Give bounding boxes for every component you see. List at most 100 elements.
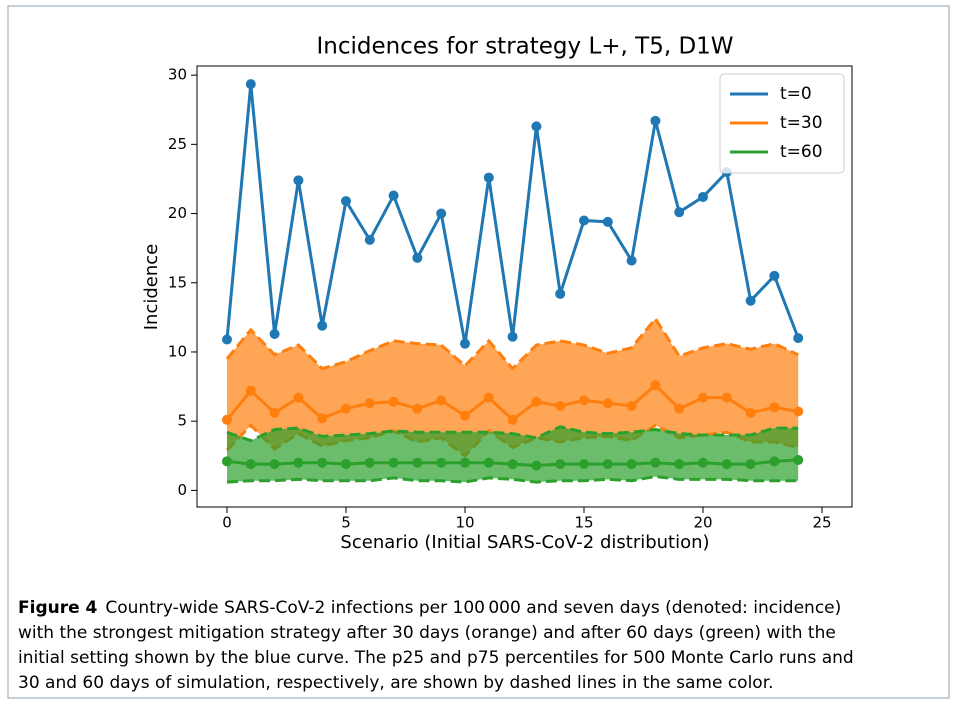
x-axis-label: Scenario (Initial SARS-CoV-2 distributio… — [340, 532, 709, 553]
point — [769, 402, 780, 413]
point — [507, 414, 518, 425]
point — [364, 457, 375, 468]
plot-frame — [196, 65, 853, 508]
point — [483, 172, 494, 183]
point — [340, 196, 351, 207]
point — [674, 207, 685, 218]
series-line — [225, 83, 800, 344]
point — [721, 392, 732, 403]
y-tick-label: 0 — [177, 481, 187, 499]
point — [317, 413, 328, 424]
point — [721, 459, 732, 470]
point — [626, 459, 637, 470]
point — [364, 398, 375, 409]
point — [293, 457, 304, 468]
point — [388, 396, 399, 407]
percentile-line — [226, 425, 799, 443]
point — [698, 191, 709, 202]
x-tick-label: 0 — [222, 514, 232, 532]
legend-label: t=60 — [780, 142, 823, 162]
x-tick-label: 20 — [693, 514, 712, 532]
point — [674, 403, 685, 414]
point — [745, 407, 756, 418]
point — [245, 79, 256, 90]
percentile-band — [226, 318, 799, 456]
point — [340, 403, 351, 414]
percentile-band — [226, 426, 799, 483]
x-tick-label: 10 — [455, 514, 474, 532]
point — [745, 459, 756, 470]
y-tick-label: 15 — [168, 273, 187, 291]
point — [555, 288, 566, 299]
x-tick-label: 15 — [574, 514, 593, 532]
figure-frame — [7, 5, 950, 699]
percentile-line — [225, 316, 799, 371]
point — [531, 460, 542, 471]
point — [531, 396, 542, 407]
legend-label: t=0 — [780, 84, 812, 104]
y-axis-label: Incidence — [141, 244, 162, 331]
point — [412, 457, 423, 468]
caption-line: Country-wide SARS-CoV-2 infections per 1… — [105, 598, 841, 618]
caption-line: with the strongest mitigation strategy a… — [18, 623, 836, 643]
caption-line: initial setting shown by the blue curve.… — [18, 648, 854, 668]
point — [269, 459, 280, 470]
point — [626, 255, 637, 266]
point — [698, 457, 709, 468]
point — [793, 406, 804, 417]
point — [507, 459, 518, 470]
caption-line: 30 and 60 days of simulation, respective… — [18, 673, 774, 693]
point — [459, 410, 470, 421]
point — [388, 190, 399, 201]
point — [626, 400, 637, 411]
point — [483, 392, 494, 403]
y-tick-label: 30 — [168, 66, 187, 84]
point — [769, 456, 780, 467]
point — [436, 395, 447, 406]
legend-label: t=30 — [780, 113, 823, 133]
point — [317, 320, 328, 331]
point — [745, 295, 756, 306]
point — [674, 459, 685, 470]
point — [269, 328, 280, 339]
point — [436, 208, 447, 219]
point — [221, 334, 232, 345]
point — [459, 338, 470, 349]
point — [412, 252, 423, 263]
point — [579, 395, 590, 406]
point — [579, 459, 590, 470]
point — [793, 454, 804, 465]
point — [293, 392, 304, 403]
point — [555, 400, 566, 411]
x-tick-label: 25 — [812, 514, 831, 532]
point — [221, 414, 232, 425]
y-tick-label: 25 — [168, 135, 187, 153]
chart-title: Incidences for strategy L+, T5, D1W — [316, 34, 733, 60]
point — [650, 380, 661, 391]
point — [459, 457, 470, 468]
point — [698, 392, 709, 403]
point — [793, 333, 804, 344]
point — [531, 121, 542, 132]
point — [221, 456, 232, 467]
legend-box — [719, 73, 845, 174]
y-tick-label: 5 — [177, 412, 187, 430]
point — [293, 175, 304, 186]
point — [483, 457, 494, 468]
point — [340, 459, 351, 470]
point — [555, 459, 566, 470]
caption-label: Figure 4 — [18, 598, 98, 618]
point — [364, 234, 375, 245]
point — [650, 115, 661, 126]
point — [269, 407, 280, 418]
point — [602, 398, 613, 409]
point — [245, 385, 256, 396]
point — [602, 216, 613, 227]
y-tick-label: 20 — [168, 204, 187, 222]
point — [579, 215, 590, 226]
point — [507, 331, 518, 342]
point — [650, 457, 661, 468]
point — [602, 459, 613, 470]
point — [412, 403, 423, 414]
